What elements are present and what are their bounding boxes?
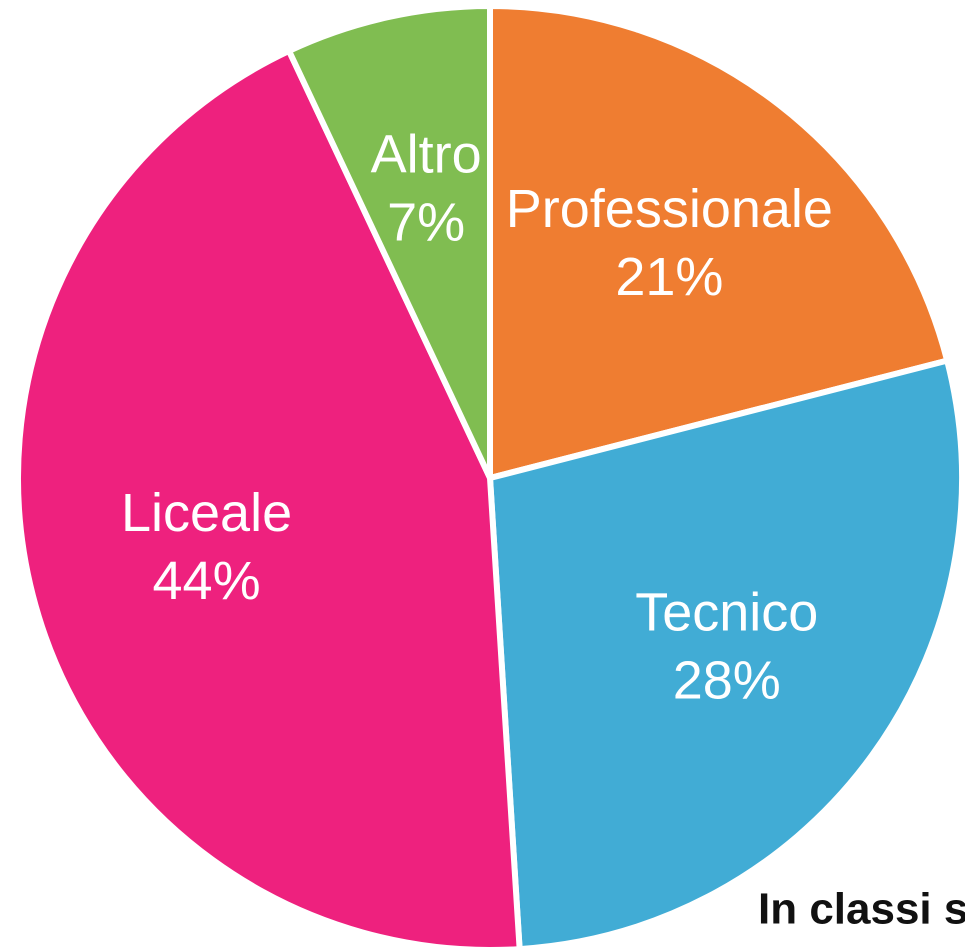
slice-label: Professionale bbox=[506, 179, 833, 239]
pie-slice bbox=[285, 2, 493, 480]
slice-value-label: 28% bbox=[673, 650, 781, 710]
pie-slice bbox=[486, 356, 965, 952]
slice-value-label: 44% bbox=[153, 551, 261, 611]
slice-label: Altro bbox=[371, 125, 482, 185]
slice-value-label: 7% bbox=[387, 193, 465, 253]
pie-slice bbox=[487, 2, 951, 482]
annotation: In classi sp bbox=[758, 885, 965, 934]
slices bbox=[15, 2, 965, 952]
slice-value-label: 21% bbox=[615, 247, 723, 307]
slice-label: Liceale bbox=[121, 483, 292, 543]
slice-label: Tecnico bbox=[635, 582, 818, 642]
